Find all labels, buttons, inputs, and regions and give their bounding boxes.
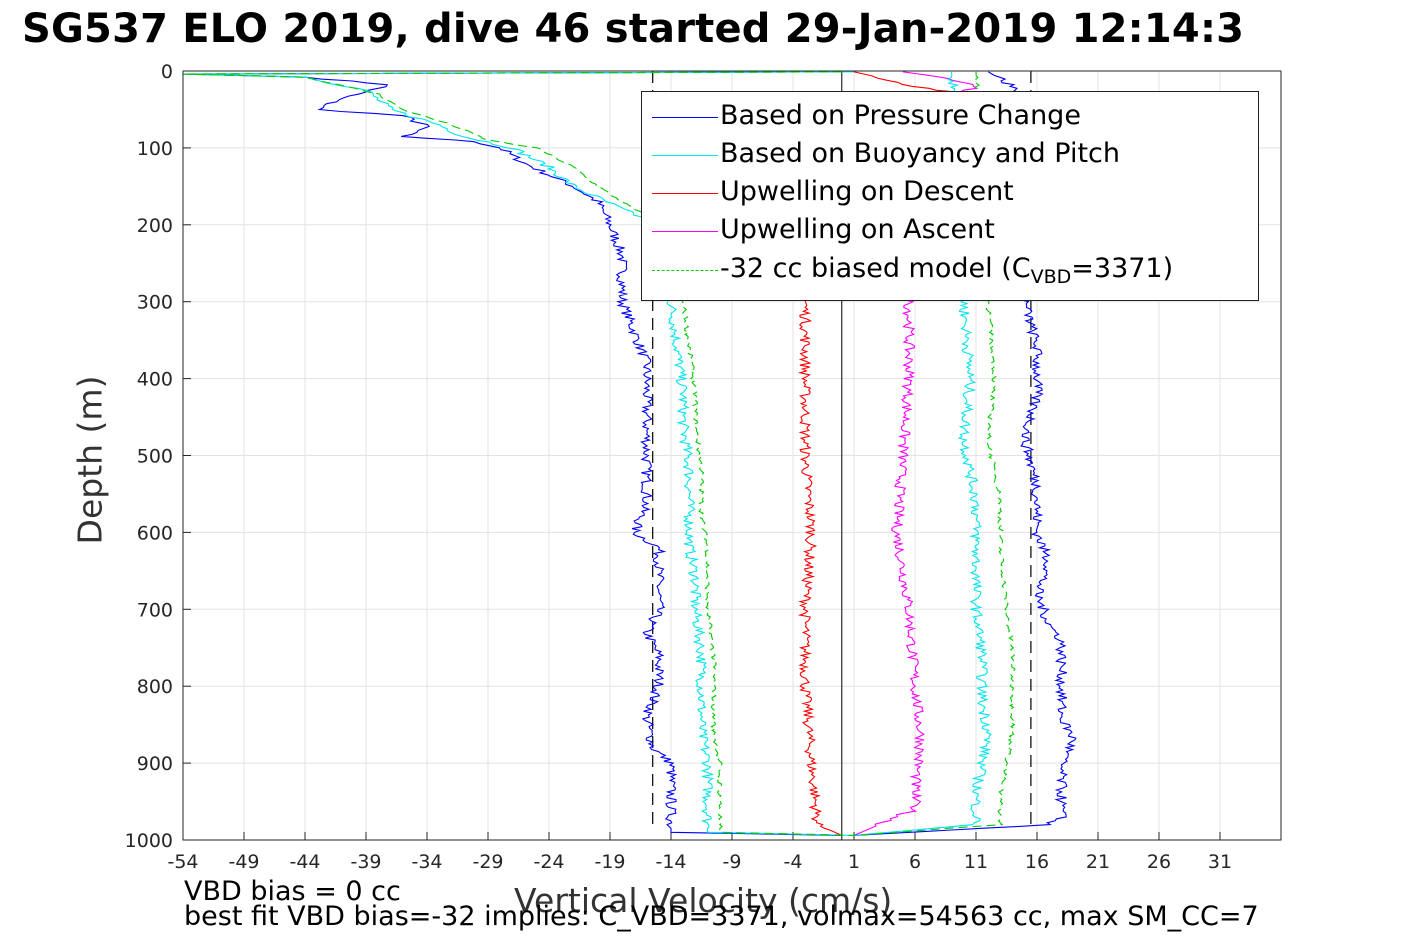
legend: Based on Pressure Change Based on Buoyan… xyxy=(641,91,1259,301)
series-line-1 xyxy=(182,71,855,836)
x-tick-label: -44 xyxy=(289,851,320,873)
x-tick-label: -39 xyxy=(350,851,381,873)
x-tick-label: 16 xyxy=(1025,851,1049,873)
y-axis-label: Depth (m) xyxy=(70,375,110,545)
legend-entry-buoyancy: Based on Buoyancy and Pitch xyxy=(642,134,1258,172)
legend-swatch-biased-model xyxy=(652,270,718,271)
x-tick-labels: -54 -49 -44 -39 -34 -29 -24 -19 -14 -9 -4 1 6 11 16 21 2… xyxy=(167,851,1232,873)
y-tick-label: 300 xyxy=(137,292,173,314)
y-tick-label: 1000 xyxy=(125,830,173,852)
legend-entry-upwelling-ascent: Upwelling on Ascent xyxy=(642,210,1258,248)
y-tick-label: 0 xyxy=(161,61,173,83)
x-tick-label: -4 xyxy=(784,851,803,873)
legend-label-upwelling-ascent: Upwelling on Ascent xyxy=(720,214,995,245)
y-tick-labels: 0 100 200 300 400 500 600 700 800 900 1000 xyxy=(125,61,173,852)
x-tick-label: 21 xyxy=(1086,851,1110,873)
x-tick-label: -24 xyxy=(533,851,564,873)
y-tick-label: 900 xyxy=(137,753,173,775)
legend-entry-biased-model: -32 cc biased model (CVBD=3371) xyxy=(642,249,1258,288)
x-axis-label: Vertical Velocity (cm/s) xyxy=(514,881,893,920)
legend-label-biased-model: -32 cc biased model (CVBD=3371) xyxy=(720,253,1173,288)
axes-frame xyxy=(182,70,1282,841)
y-tick-label: 200 xyxy=(137,215,173,237)
y-tick-label: 800 xyxy=(137,676,173,698)
x-tick-label: 6 xyxy=(909,851,921,873)
footer-best-fit: best fit VBD bias=-32 implies: C_VBD=337… xyxy=(184,901,1259,932)
legend-label-buoyancy: Based on Buoyancy and Pitch xyxy=(720,138,1120,169)
legend-swatch-upwelling-ascent xyxy=(652,231,718,232)
legend-swatch-upwelling-descent xyxy=(652,193,718,194)
legend-label-biased-model-suffix: =3371) xyxy=(1071,253,1174,284)
x-tick-label: -54 xyxy=(167,851,198,873)
legend-swatch-buoyancy xyxy=(652,155,718,156)
chart-title: SG537 ELO 2019, dive 46 started 29-Jan-2… xyxy=(22,6,1245,52)
y-tick-label: 600 xyxy=(137,522,173,544)
x-tick-label: -29 xyxy=(472,851,503,873)
x-tick-label: -49 xyxy=(228,851,259,873)
x-tick-label: 31 xyxy=(1208,851,1232,873)
x-tick-label: 1 xyxy=(848,851,860,873)
legend-label-biased-model-sub: VBD xyxy=(1030,266,1072,288)
legend-entry-pressure: Based on Pressure Change xyxy=(642,96,1258,134)
footer-vbd-bias: VBD bias = 0 cc xyxy=(184,876,401,907)
x-tick-label: 11 xyxy=(964,851,988,873)
legend-label-biased-model-main: -32 cc biased model (C xyxy=(720,253,1031,284)
legend-swatch-pressure xyxy=(652,117,718,118)
y-tick-label: 700 xyxy=(137,599,173,621)
y-tick-label: 500 xyxy=(137,446,173,468)
x-tick-label: 26 xyxy=(1147,851,1171,873)
x-tick-label: -19 xyxy=(594,851,625,873)
y-tick-label: 400 xyxy=(137,369,173,391)
x-tick-label: -14 xyxy=(655,851,686,873)
series-line-4 xyxy=(182,71,855,836)
x-tick-label: -34 xyxy=(411,851,442,873)
x-tick-label: -9 xyxy=(723,851,742,873)
legend-entry-upwelling-descent: Upwelling on Descent xyxy=(642,172,1258,210)
series-line-0 xyxy=(182,71,842,836)
legend-label-pressure: Based on Pressure Change xyxy=(720,100,1081,131)
grid xyxy=(182,70,1281,841)
legend-label-upwelling-descent: Upwelling on Descent xyxy=(720,176,1014,207)
y-tick-label: 100 xyxy=(137,138,173,160)
